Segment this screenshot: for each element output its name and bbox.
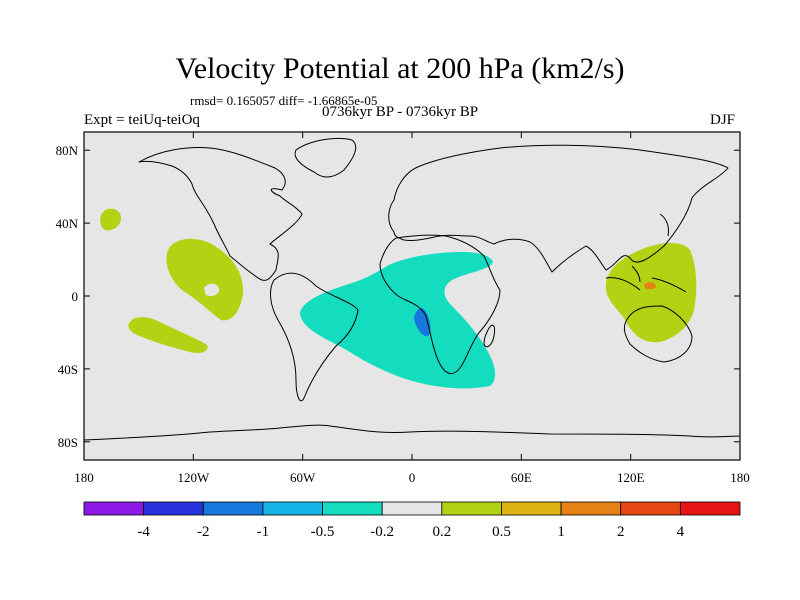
anomaly-shading — [100, 208, 697, 389]
coast-australia — [623, 305, 693, 363]
coast-antarctica — [84, 424, 740, 441]
colorbar-label: 2 — [617, 524, 625, 540]
contour-positive-east-pacific — [166, 238, 244, 321]
colorbar-label: -4 — [137, 524, 150, 540]
contour-positive-indonesia-max — [644, 282, 656, 290]
coast-africa — [379, 234, 501, 375]
experiment-label: Expt = teiUq-teiOq — [84, 112, 200, 128]
colorbar-swatch — [501, 501, 562, 516]
colorbar-swatch — [381, 501, 443, 516]
y-tick-label: 80S — [58, 435, 78, 450]
coast-eurasia — [388, 144, 729, 273]
contour-positive-south-pacific — [128, 317, 208, 354]
coast-madagascar — [483, 324, 495, 348]
y-tick-label: 40S — [58, 362, 78, 377]
colorbar-label: -2 — [197, 524, 210, 540]
y-tick-label: 80N — [56, 143, 79, 158]
colorbar-swatch — [620, 501, 681, 516]
stats-text: rmsd= 0.165057 diff= -1.66865e-05 — [190, 93, 378, 108]
plot-title: Velocity Potential at 200 hPa (km2/s) — [175, 52, 625, 85]
coast-south-america — [270, 272, 359, 402]
coast-north-america — [138, 147, 303, 281]
contour-negative-congo-min — [414, 308, 431, 337]
contour-positive-north-pacific — [100, 208, 122, 231]
colorbar-swatch — [441, 501, 502, 516]
contour-negative-atlantic-africa — [300, 252, 496, 389]
x-tick-label: 0 — [409, 470, 416, 485]
colorbar-swatch — [143, 501, 204, 516]
colorbar-swatch — [679, 501, 741, 516]
map-axes: 180 120W 60W 0 60E 120E 180 80N 40N 0 40S 80S — [56, 132, 750, 485]
coast-greenland — [294, 137, 357, 178]
colorbar-label: -1 — [257, 524, 270, 540]
y-tick-label: 40N — [56, 216, 79, 231]
colorbar: -4 -2 -1 -0.5 -0.2 0.2 0.5 1 2 4 — [83, 501, 741, 540]
x-tick-label: 60E — [511, 470, 532, 485]
colorbar-label: 4 — [677, 524, 685, 540]
colorbar-label: 0.5 — [492, 524, 511, 540]
x-tick-label: 180 — [74, 470, 94, 485]
colorbar-swatch — [83, 501, 145, 516]
colorbar-label: -0.5 — [311, 524, 335, 540]
period-label: 0736kyr BP - 0736kyr BP — [322, 104, 479, 120]
y-tick-label: 0 — [72, 289, 79, 304]
coast-japan — [659, 213, 669, 237]
colorbar-label: 0.2 — [432, 524, 451, 540]
colorbar-label: 1 — [557, 524, 565, 540]
x-tick-label: 120W — [177, 470, 210, 485]
x-tick-label: 120E — [617, 470, 645, 485]
season-label: DJF — [710, 112, 736, 128]
coastlines — [84, 137, 740, 441]
x-tick-label: 60W — [290, 470, 316, 485]
x-tick-label: 180 — [730, 470, 750, 485]
colorbar-swatch — [560, 501, 622, 516]
colorbar-label: -0.2 — [370, 524, 394, 540]
colorbar-swatch — [202, 501, 264, 516]
colorbar-swatch — [262, 501, 323, 516]
colorbar-swatch — [322, 501, 383, 516]
coast-indonesia — [605, 265, 687, 293]
